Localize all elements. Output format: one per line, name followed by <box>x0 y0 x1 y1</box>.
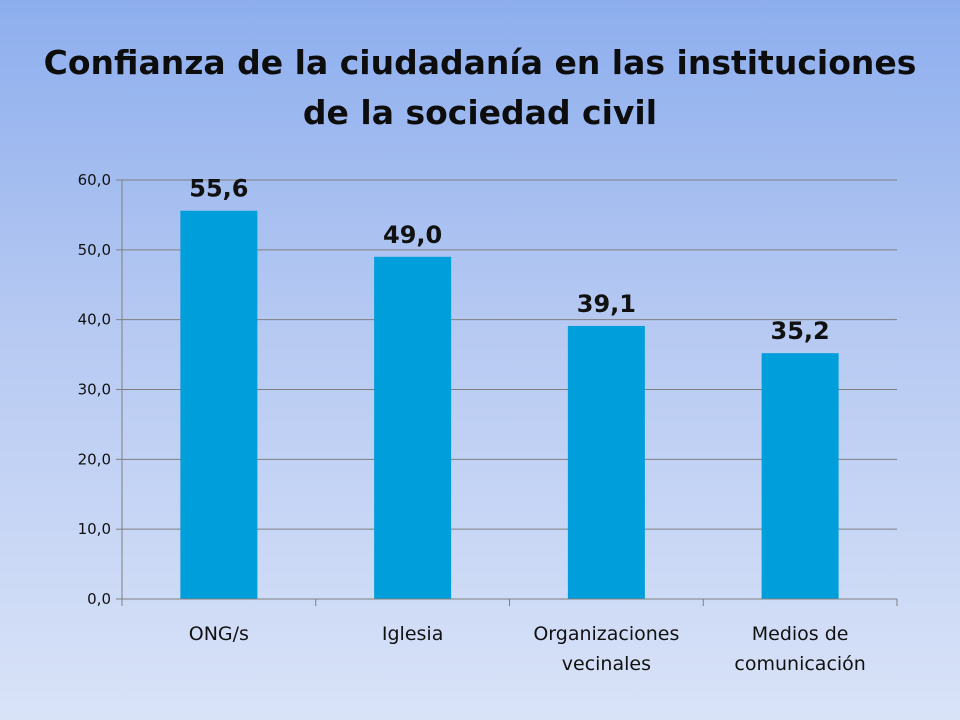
y-tick-label-2: 20,0 <box>78 450 111 468</box>
chart-title-line-1: Confianza de la ciudadanía en las instit… <box>43 43 917 82</box>
category-label-3-line-0: Medios de <box>752 623 849 645</box>
category-label-2-line-1: vecinales <box>562 653 651 675</box>
category-label-0: ONG/s <box>189 623 249 645</box>
y-tick-label-1: 10,0 <box>78 520 111 538</box>
labels: 0,0 10,0 20,0 30,0 40,0 50,0 60,0 55,6 ONG/s 49,0… <box>78 171 866 675</box>
category-label-1: Iglesia <box>382 623 443 645</box>
data-label-0: 55,6 <box>189 175 248 203</box>
data-label-3: 35,2 <box>771 317 830 345</box>
chart-title-line-2: de la sociedad civil <box>302 93 658 132</box>
bar-1 <box>374 256 452 599</box>
bar-3 <box>761 353 839 599</box>
category-label-3-line-1: comunicación <box>734 653 865 675</box>
bars <box>180 210 839 599</box>
bar-2 <box>567 325 645 599</box>
data-label-2: 39,1 <box>577 290 636 318</box>
axes <box>116 179 898 606</box>
category-label-2-line-0: Organizaciones <box>533 623 679 645</box>
y-tick-label-0: 0,0 <box>87 590 111 608</box>
y-tick-label-3: 30,0 <box>78 381 111 399</box>
bar-0 <box>180 210 258 599</box>
y-tick-label-5: 50,0 <box>78 241 111 259</box>
y-tick-label-6: 60,0 <box>78 171 111 189</box>
data-label-1: 49,0 <box>383 221 442 249</box>
chart-title: Confianza de la ciudadanía en las instit… <box>0 38 960 138</box>
y-tick-label-4: 40,0 <box>78 311 111 329</box>
